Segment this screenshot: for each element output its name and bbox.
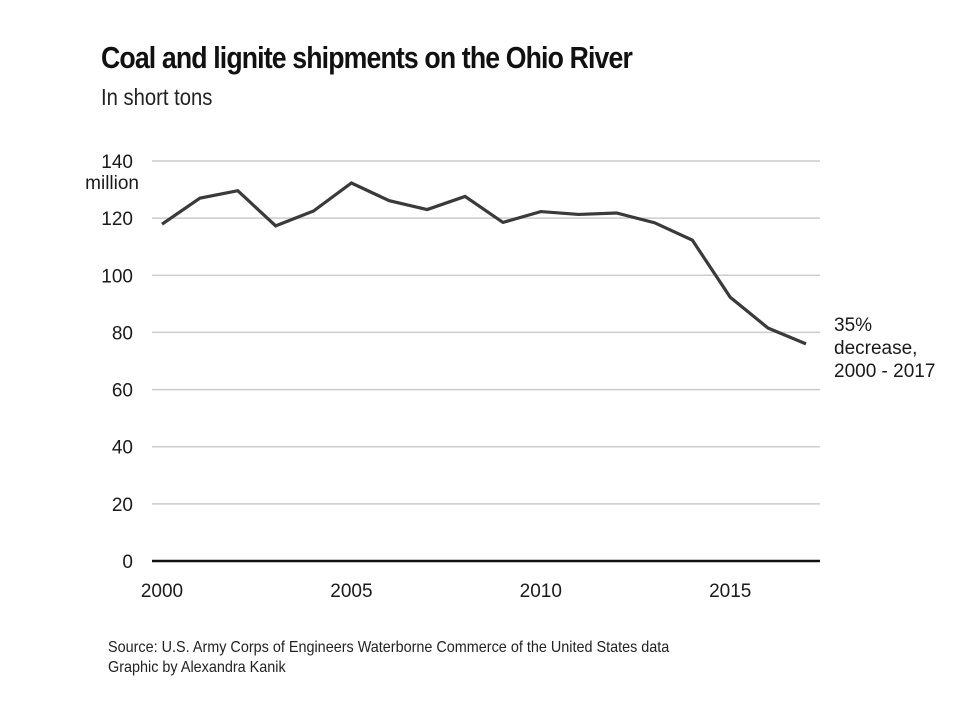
chart-title: Coal and lignite shipments on the Ohio R…	[101, 40, 633, 75]
series-group	[161, 181, 807, 346]
x-tick-label: 2005	[330, 581, 372, 602]
annotation-line: decrease,	[834, 338, 917, 359]
chart-footer: Source: U.S. Army Corps of Engineers Wat…	[108, 638, 669, 678]
credit-note: Graphic by Alexandra Kanik	[108, 659, 286, 676]
y-tick-label: 20	[112, 495, 133, 516]
x-axis: 2000 2005 2010 2015	[141, 581, 752, 602]
y-tick-label: 40	[112, 438, 133, 459]
annotation-line: 2000 - 2017	[834, 361, 935, 382]
annotation-line: 35%	[834, 315, 872, 336]
y-tick-label: 120	[101, 209, 133, 230]
chart-subtitle: In short tons	[101, 84, 213, 110]
y-axis: 0 20 40 60 80 100 120 140	[101, 152, 133, 573]
y-tick-label: 80	[112, 323, 133, 344]
annotations: 35% decrease, 2000 - 2017	[834, 315, 935, 382]
y-tick-label: 0	[122, 552, 133, 573]
y-tick-label: 140	[101, 152, 133, 173]
y-tick-label: 60	[112, 381, 133, 402]
y-unit-label: million	[85, 173, 139, 194]
gridlines	[152, 160, 820, 563]
annotation-decrease: 35% decrease, 2000 - 2017	[834, 315, 935, 382]
series-line	[161, 181, 807, 346]
y-tick-label: 100	[101, 266, 133, 287]
x-tick-label: 2015	[709, 581, 751, 602]
x-tick-label: 2010	[520, 581, 562, 602]
source-note: Source: U.S. Army Corps of Engineers Wat…	[108, 639, 670, 656]
x-tick-label: 2000	[141, 581, 183, 602]
